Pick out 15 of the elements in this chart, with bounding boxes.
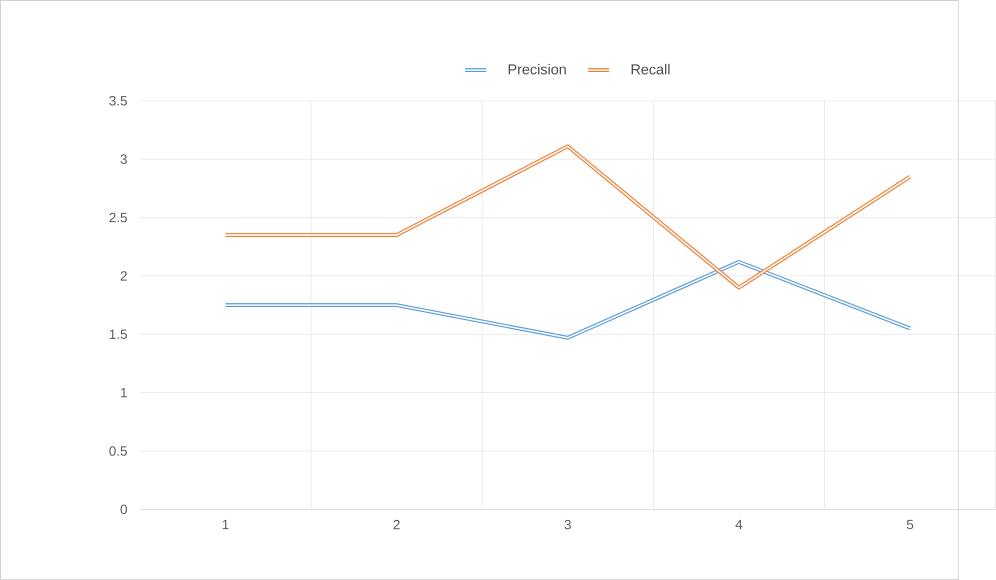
x-tick-label: 1 (222, 520, 229, 530)
y-tick-label: 1.5 (110, 330, 127, 339)
y-tick-label: 0.5 (109, 446, 127, 456)
y-tick-label: 2.5 (109, 212, 127, 222)
y-tick-label: 3 (120, 154, 127, 164)
y-tick-label: 2 (120, 271, 127, 281)
y-tick-label: 3.5 (109, 96, 127, 106)
legend-label: Recall (632, 64, 670, 74)
y-tick-label: 0 (120, 504, 127, 514)
legend-label: Precision (508, 64, 566, 74)
x-tick-label: 3 (564, 520, 571, 530)
y-tick-label: 1 (121, 388, 127, 398)
x-tick-label: 5 (906, 520, 914, 530)
x-tick-label: 2 (394, 520, 400, 530)
x-tick-label: 4 (735, 520, 742, 530)
